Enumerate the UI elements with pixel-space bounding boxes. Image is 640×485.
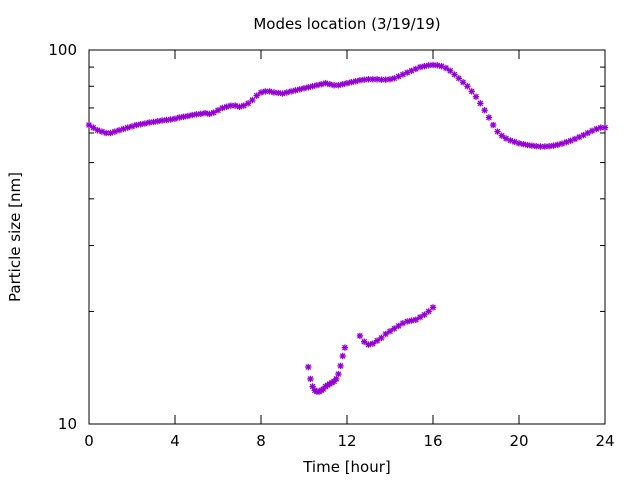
data-point: [352, 78, 359, 85]
data-point: [197, 110, 204, 118]
data-point: [477, 100, 484, 107]
data-point: [451, 71, 458, 78]
data-point: [416, 314, 424, 321]
data-point: [447, 67, 454, 74]
data-point: [333, 375, 340, 383]
data-point: [307, 375, 314, 383]
data-point: [442, 64, 450, 72]
x-tick-label: 12: [337, 432, 356, 450]
plot-frame: [88, 49, 606, 425]
data-point: [373, 76, 381, 83]
data-point: [176, 114, 183, 121]
x-axis-label: Time [hour]: [302, 458, 391, 476]
data-point: [468, 88, 475, 95]
data-point: [459, 79, 467, 86]
data-point: [434, 62, 441, 69]
data-point: [421, 63, 428, 70]
data-point: [249, 96, 256, 104]
data-point: [494, 128, 501, 135]
chart-title: Modes location (3/19/19): [253, 15, 440, 33]
data-point: [429, 304, 437, 311]
data-point: [330, 82, 338, 89]
y-axis-ticks: 10 100: [48, 41, 605, 433]
data-point: [386, 328, 394, 335]
data-point: [490, 121, 497, 129]
data-point: [485, 114, 493, 121]
y-tick-label: 100: [48, 41, 77, 59]
data-point: [498, 132, 505, 139]
data-point: [154, 118, 161, 125]
data-point: [404, 318, 411, 325]
data-point: [472, 93, 480, 100]
data-point: [361, 338, 368, 345]
data-point: [550, 142, 557, 149]
data-point: [421, 311, 428, 318]
data-point: [373, 337, 381, 344]
data-point: [341, 344, 349, 351]
x-tick-label: 8: [256, 432, 266, 450]
data-point: [90, 124, 97, 131]
data-point: [408, 67, 415, 74]
data-point: [395, 322, 402, 330]
data-point: [464, 83, 471, 90]
data-point: [378, 334, 385, 342]
data-point: [408, 317, 415, 324]
data-point: [201, 109, 209, 117]
data-point: [305, 363, 312, 371]
data-point: [171, 115, 179, 122]
x-tick-label: 16: [423, 432, 442, 450]
data-point: [545, 143, 553, 150]
data-point: [455, 75, 462, 82]
data-point: [189, 111, 196, 119]
data-point: [292, 87, 299, 94]
x-axis-ticks: 0 4 8 12 16 20 24: [84, 50, 615, 450]
data-point: [137, 121, 144, 128]
data-point: [244, 100, 252, 107]
data-point: [520, 140, 527, 148]
y-axis-label: Particle size [nm]: [6, 172, 24, 302]
data-point: [481, 107, 488, 114]
x-tick-label: 0: [84, 432, 94, 450]
x-tick-label: 20: [509, 432, 528, 450]
data-point: [133, 121, 140, 129]
data-point: [296, 86, 303, 93]
data-point: [356, 332, 364, 340]
data-point: [369, 76, 376, 83]
data-point: [391, 325, 398, 332]
data-point: [356, 77, 364, 84]
data-point: [253, 92, 260, 99]
data-point: [597, 124, 604, 131]
x-tick-label: 24: [595, 432, 614, 450]
data-point: [365, 341, 372, 348]
data-point: [214, 107, 222, 114]
data-point: [382, 330, 389, 338]
data-point: [339, 352, 346, 360]
data-point: [257, 89, 265, 96]
data-point: [425, 308, 432, 315]
data-point: [515, 140, 523, 147]
data-point: [369, 340, 376, 347]
x-tick-label: 4: [170, 432, 180, 450]
data-point: [150, 118, 157, 126]
data-point: [180, 113, 187, 120]
data-point: [416, 63, 424, 71]
data-point: [103, 129, 110, 137]
data-point: [335, 370, 342, 378]
data-point: [601, 124, 609, 131]
data-point: [167, 116, 174, 123]
data-points: [85, 61, 609, 395]
data-point: [337, 362, 344, 370]
y-tick-label: 10: [58, 415, 77, 433]
